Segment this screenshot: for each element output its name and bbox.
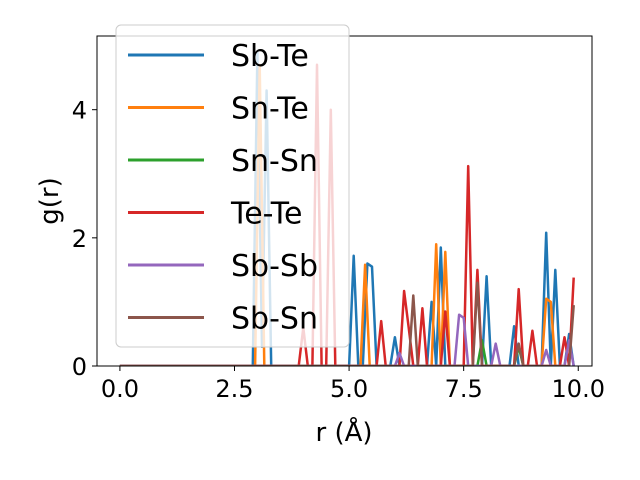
y-tick-label: 2 [72,225,87,253]
legend-label: Te-Te [230,197,302,232]
legend-label: Sb-Te [231,39,309,74]
legend: Sb-Te Sn-Te Sn-Sn Te-Te Sb-Sb Sb-Sn [115,24,350,348]
legend-label: Sn-Sn [231,144,318,179]
legend-label: Sn-Te [231,92,309,127]
series-line-sb-te [119,50,575,366]
x-tick-label: 0.0 [101,375,139,403]
x-tick-label: 2.5 [215,375,253,403]
x-tick-label: 5.0 [330,375,368,403]
x-axis-ticks: 0.0 2.5 5.0 7.5 10.0 [101,366,605,403]
y-axis-ticks: 0 2 4 [72,97,97,381]
x-tick-label: 10.0 [552,375,605,403]
y-axis-label: g(r) [35,177,65,224]
series-line-te-te [119,63,575,366]
x-tick-label: 7.5 [445,375,483,403]
y-tick-label: 4 [72,97,87,125]
x-axis-label: r (Å) [315,416,372,448]
y-tick-label: 0 [72,353,87,381]
series-line-sb-sn [119,281,575,366]
legend-label: Sb-Sn [231,302,318,337]
series-line-sb-sb [119,313,575,366]
legend-label: Sb-Sb [231,249,318,284]
